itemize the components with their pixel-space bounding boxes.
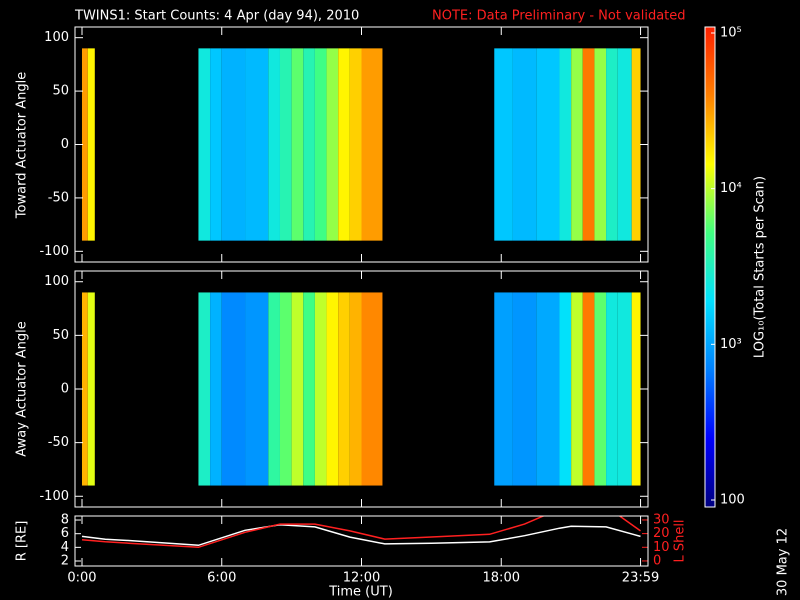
y-tick-label: -100 — [39, 489, 69, 504]
heatmap-cell — [349, 48, 362, 241]
heatmap-cell — [494, 292, 513, 486]
y-tick-label: 0 — [61, 382, 69, 397]
heatmap-cell — [338, 48, 350, 241]
panel-frame — [74, 515, 649, 567]
colorbar-tick-label: 10³ — [720, 337, 742, 352]
colorbar-tick-label: 100 — [720, 493, 745, 508]
chart-note: NOTE: Data Preliminary - Not validated — [432, 9, 686, 24]
x-tick-label: 23:59 — [622, 571, 659, 586]
heatmap-cell — [349, 292, 362, 486]
heatmap-cell — [594, 292, 607, 486]
heatmap-cell — [536, 48, 560, 241]
heatmap-cell — [245, 48, 269, 241]
heatmap-cell — [536, 292, 560, 486]
y-tick-label: 100 — [44, 30, 69, 45]
colorbar-tick-label: 10⁴ — [720, 181, 742, 196]
plot-area — [81, 516, 641, 549]
heatmap-cell — [512, 292, 537, 486]
y-tick-label: 50 — [52, 328, 69, 343]
y-tick-label: 0 — [61, 137, 69, 152]
heatmap-cell — [198, 48, 211, 241]
heatmap-cell — [631, 292, 641, 486]
heatmap-cell — [631, 48, 641, 241]
heatmap-cell — [617, 48, 632, 241]
heatmap-cell — [198, 292, 211, 486]
heatmap-cell — [314, 48, 327, 241]
y-tick-label: 8 — [61, 513, 69, 528]
heatmap-cell — [303, 292, 315, 486]
line-series — [81, 524, 641, 547]
heatmap-cell — [268, 48, 280, 241]
annotation: 30 May 12 — [776, 528, 791, 596]
y-axis-label: R [RE] — [15, 521, 30, 562]
colorbar-label: LOG₁₀(Total Starts per Scan) — [753, 176, 768, 358]
heatmap-cell — [494, 48, 513, 241]
heatmap-cell — [361, 48, 383, 241]
x-tick-label: 0:00 — [67, 571, 96, 586]
panel-frame — [74, 26, 649, 263]
heatmap-cell — [326, 48, 339, 241]
y-tick-label: 2 — [61, 554, 69, 569]
heatmap-cell — [559, 292, 572, 486]
heatmap-cell — [291, 48, 304, 241]
x-tick-label: 18:00 — [483, 571, 520, 586]
heatmap-cell — [594, 48, 607, 241]
y-tick-label: 100 — [44, 274, 69, 289]
line-series — [81, 516, 641, 549]
y2-tick-label: 0 — [653, 553, 661, 568]
y-axis-label: Toward Actuator Angle — [15, 72, 30, 219]
x-tick-label: 6:00 — [207, 571, 236, 586]
heatmap-cell — [617, 292, 632, 486]
y-tick-label: 6 — [61, 526, 69, 541]
heatmap-cell — [338, 292, 350, 486]
heatmap-cell — [210, 292, 222, 486]
heatmap-cell — [303, 48, 315, 241]
x-axis-label: Time (UT) — [328, 585, 393, 600]
y2-tick-label: 10 — [653, 540, 670, 555]
heatmap-cell — [582, 292, 595, 486]
heatmap-cell — [279, 292, 292, 486]
chart-title: TWINS1: Start Counts: 4 Apr (day 94), 20… — [74, 9, 359, 24]
y2-axis-label: L Shell — [673, 519, 688, 562]
heatmap-cell — [221, 48, 246, 241]
heatmap-cell — [559, 48, 572, 241]
y-axis-label: Away Actuator Angle — [15, 321, 30, 456]
heatmap-cell — [606, 48, 618, 241]
heatmap-cell — [606, 292, 618, 486]
colorbar-tick-label: 10⁵ — [720, 26, 742, 41]
x-tick-label: 12:00 — [343, 571, 380, 586]
heatmap-cell — [245, 292, 269, 486]
heatmap-cell — [81, 292, 88, 486]
heatmap-cell — [582, 48, 595, 241]
heatmap-cell — [361, 292, 383, 486]
y2-tick-label: 30 — [653, 512, 670, 527]
heatmap-cell — [512, 48, 537, 241]
y2-tick-label: 20 — [653, 526, 670, 541]
colorbar — [704, 26, 716, 508]
heatmap-cell — [87, 48, 95, 241]
heatmap-cell — [314, 292, 327, 486]
y-tick-label: -50 — [48, 190, 69, 205]
heatmap-cell — [326, 292, 339, 486]
heatmap-cell — [221, 292, 246, 486]
heatmap-cell — [210, 48, 222, 241]
panel-frame — [74, 270, 649, 508]
y-tick-label: -50 — [48, 435, 69, 450]
heatmap-cell — [291, 292, 304, 486]
heatmap-cell — [81, 48, 88, 241]
y-tick-label: -100 — [39, 244, 69, 259]
heatmap-cell — [571, 292, 583, 486]
heatmap-cell — [571, 48, 583, 241]
y-tick-label: 4 — [61, 540, 69, 555]
heatmap-cell — [87, 292, 95, 486]
y-tick-label: 50 — [52, 84, 69, 99]
heatmap-cell — [268, 292, 280, 486]
heatmap-cell — [279, 48, 292, 241]
